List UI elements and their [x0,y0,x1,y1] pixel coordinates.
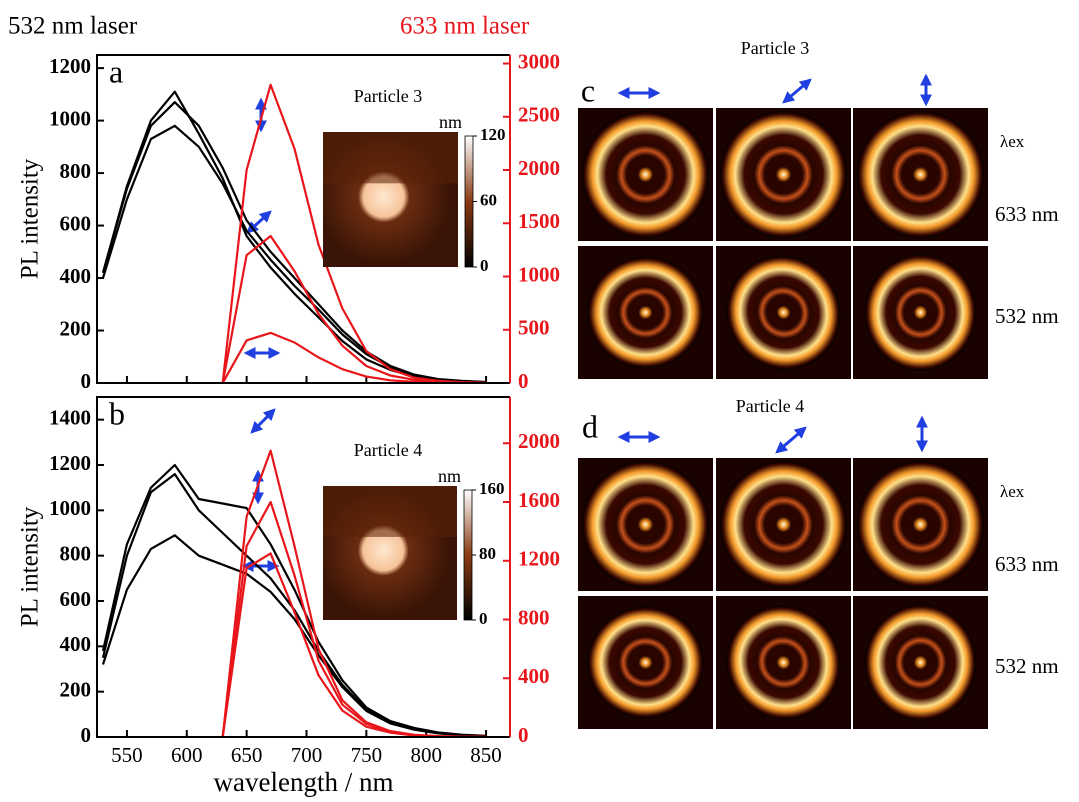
x-tick-label: 750 [351,743,383,767]
figure: 532 nm laser 633 nm laser 02004006008001… [0,0,1079,802]
y-tick-label: 600 [60,587,92,611]
y-tick-label: 600 [60,211,92,235]
row-label: 532 nm [995,304,1059,328]
y2-tick-label: 2000 [518,429,560,453]
excitation-label: λex [1000,132,1025,151]
emission-ring [582,461,709,588]
y-tick-label: 800 [60,159,92,183]
panel-letter: c [581,72,595,108]
y2-tick-label: 1600 [518,488,560,512]
emission-ring [857,461,984,588]
y2-tick-label: 3000 [518,49,560,73]
y2-tick-label: 1200 [518,547,560,571]
y-tick-label: 0 [81,723,92,747]
x-tick-label: 800 [410,743,442,767]
page: {"header": {"left_laser": "532 nm laser"… [0,0,1079,802]
y-tick-label: 200 [60,316,92,340]
y-axis-label: PL intensity [17,506,44,627]
y-tick-label: 1400 [49,405,91,429]
y2-tick-label: 2000 [518,156,560,180]
emission-ring [865,604,976,720]
panel-letter: b [109,395,125,431]
afm-band [323,486,457,537]
laser-label: 633 nm laser [400,13,530,40]
x-axis-label: wavelength / nm [214,767,394,797]
y2-tick-label: 800 [518,605,550,629]
emission-ring [857,111,984,238]
emission-ring [587,257,703,368]
inset-title: Particle 4 [354,440,422,460]
x-tick-label: 600 [171,743,203,767]
y2-tick-label: 0 [518,723,529,747]
emission-ring [865,254,976,370]
y-tick-label: 1000 [49,106,91,130]
colorbar [464,490,472,620]
y2-tick-label: 1000 [518,262,560,286]
panel-letter: d [582,408,598,444]
x-tick-label: 700 [291,743,323,767]
panel-letter: a [109,53,123,89]
y-tick-label: 800 [60,541,92,565]
y-axis-label: PL intensity [17,158,44,279]
x-tick-label: 850 [470,743,502,767]
y-tick-label: 200 [60,677,92,701]
afm-band [323,132,458,183]
inset-title: Particle 3 [354,86,422,106]
colorbar-tick-label: 60 [480,190,497,209]
y2-tick-label: 0 [518,369,529,393]
y2-tick-label: 500 [518,316,550,340]
colorbar-unit: nm [438,466,461,486]
colorbar-tick-label: 160 [479,479,505,498]
panel-title: Particle 3 [741,38,809,58]
colorbar-tick-label: 80 [479,544,496,563]
colorbar-unit: nm [439,112,462,132]
excitation-label: λex [1000,482,1025,501]
emission-ring [587,607,703,718]
laser-label: 532 nm laser [8,13,138,40]
x-tick-label: 650 [231,743,263,767]
y-tick-label: 400 [60,632,92,656]
emission-ring [582,111,709,238]
y-tick-label: 400 [60,264,92,288]
colorbar-tick-label: 120 [480,125,506,144]
y-tick-label: 1200 [49,54,91,78]
row-label: 633 nm [995,552,1059,576]
colorbar [465,136,473,267]
panel-title: Particle 4 [736,396,804,416]
y2-tick-label: 1500 [518,209,560,233]
x-tick-label: 550 [111,743,143,767]
y-tick-label: 0 [81,369,92,393]
colorbar-tick-label: 0 [480,256,489,275]
colorbar-tick-label: 0 [479,609,488,628]
y2-tick-label: 2500 [518,103,560,127]
y2-tick-label: 400 [518,664,550,688]
y-tick-label: 1000 [49,496,91,520]
y-tick-label: 1200 [49,451,91,475]
row-label: 633 nm [995,202,1059,226]
row-label: 532 nm [995,654,1059,678]
